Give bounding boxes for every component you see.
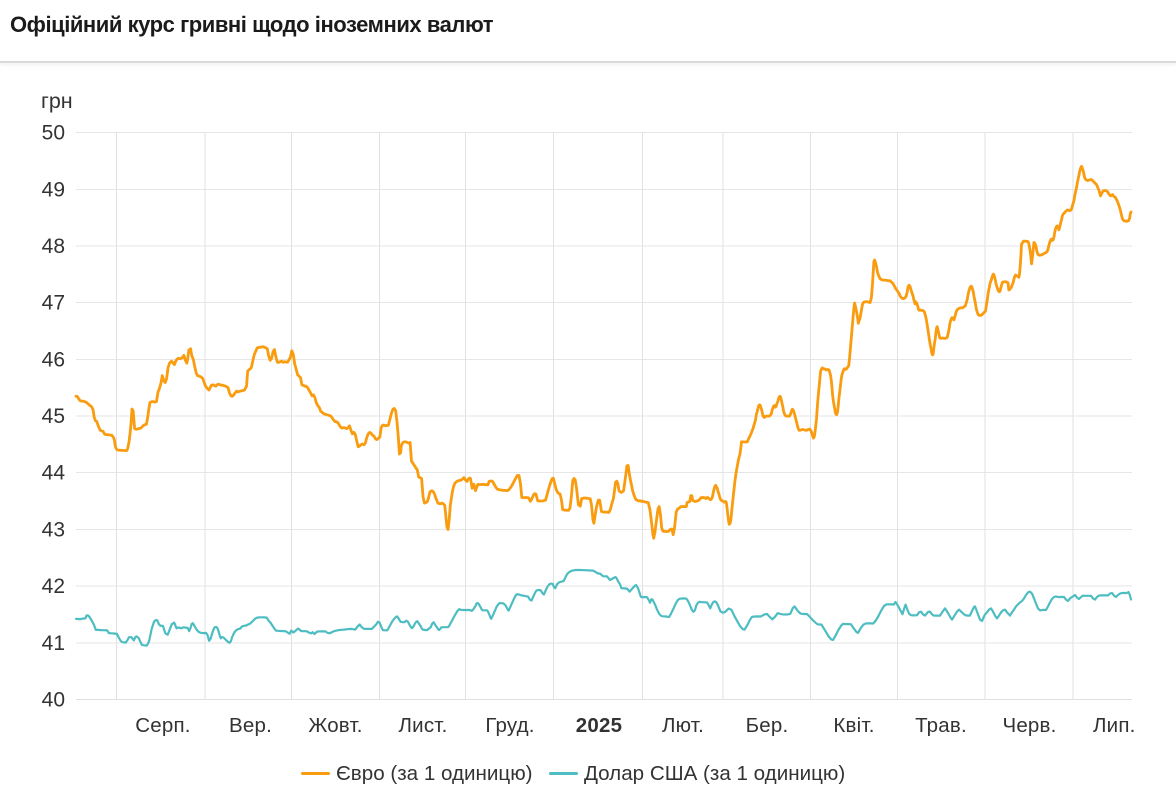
svg-text:Лист.: Лист. <box>399 714 448 737</box>
svg-text:41: 41 <box>42 632 65 655</box>
svg-text:грн: грн <box>41 89 73 113</box>
svg-text:43: 43 <box>42 518 65 541</box>
svg-text:Лют.: Лют. <box>662 714 704 737</box>
svg-text:Лип.: Лип. <box>1093 714 1136 737</box>
svg-text:47: 47 <box>42 292 65 315</box>
svg-text:Жовт.: Жовт. <box>308 714 362 737</box>
svg-text:50: 50 <box>42 122 65 145</box>
svg-text:46: 46 <box>42 348 65 371</box>
svg-text:Долар США (за 1 одиницю): Долар США (за 1 одиницю) <box>584 762 845 785</box>
svg-text:Бер.: Бер. <box>746 714 789 737</box>
svg-text:Євро (за 1 одиницю): Євро (за 1 одиницю) <box>336 762 533 785</box>
svg-text:Трав.: Трав. <box>915 714 967 737</box>
svg-text:Серп.: Серп. <box>135 714 190 737</box>
svg-text:2025: 2025 <box>576 714 622 737</box>
svg-text:Черв.: Черв. <box>1002 714 1056 737</box>
svg-text:Груд.: Груд. <box>485 714 534 737</box>
svg-text:49: 49 <box>42 178 65 201</box>
svg-text:40: 40 <box>42 689 65 712</box>
svg-text:44: 44 <box>42 462 66 485</box>
svg-text:48: 48 <box>42 235 65 258</box>
svg-text:Квіт.: Квіт. <box>833 714 874 737</box>
svg-text:42: 42 <box>42 575 65 598</box>
svg-text:Вер.: Вер. <box>229 714 272 737</box>
svg-text:45: 45 <box>42 405 65 428</box>
